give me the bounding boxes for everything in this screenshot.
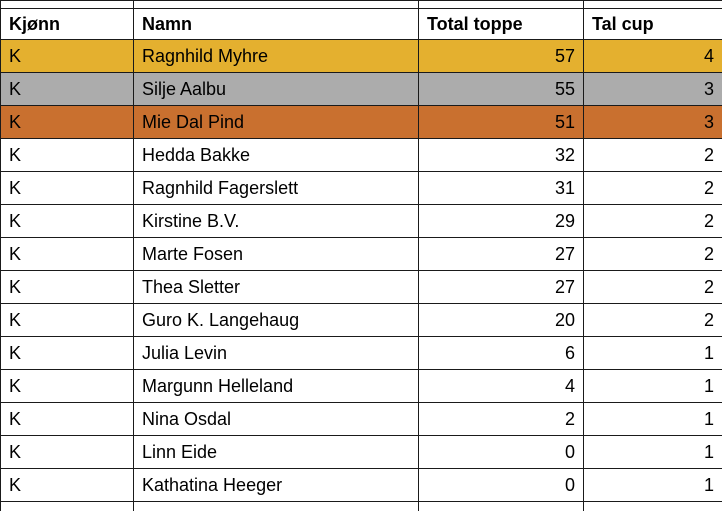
empty-cell — [583, 501, 722, 511]
cell-kjonn[interactable]: K — [0, 402, 134, 436]
empty-cell — [0, 0, 134, 9]
cell-total[interactable]: 2 — [418, 402, 584, 436]
cell-cup[interactable]: 4 — [583, 39, 722, 73]
cell-total[interactable]: 6 — [418, 336, 584, 370]
cell-cup[interactable]: 1 — [583, 435, 722, 469]
cell-cup[interactable]: 2 — [583, 237, 722, 271]
cell-kjonn[interactable]: K — [0, 336, 134, 370]
cell-total[interactable]: 51 — [418, 105, 584, 139]
cell-namn[interactable]: Guro K. Langehaug — [133, 303, 419, 337]
table-row: K Thea Sletter 27 2 — [0, 270, 722, 304]
cell-kjonn[interactable]: K — [0, 435, 134, 469]
table-row: K Silje Aalbu 55 3 — [0, 72, 722, 106]
cell-total[interactable]: 27 — [418, 237, 584, 271]
cell-total[interactable]: 29 — [418, 204, 584, 238]
cell-kjonn[interactable]: K — [0, 171, 134, 205]
header-row: Kjønn Namn Total toppe Tal cup — [0, 8, 722, 40]
cell-total[interactable]: 32 — [418, 138, 584, 172]
table-row: K Nina Osdal 2 1 — [0, 402, 722, 436]
cell-cup[interactable]: 2 — [583, 138, 722, 172]
cell-total[interactable]: 4 — [418, 369, 584, 403]
cell-cup[interactable]: 2 — [583, 204, 722, 238]
cell-kjonn[interactable]: K — [0, 270, 134, 304]
table-row: K Ragnhild Myhre 57 4 — [0, 39, 722, 73]
cell-cup[interactable]: 2 — [583, 171, 722, 205]
cell-namn[interactable]: Julia Levin — [133, 336, 419, 370]
empty-cell — [418, 501, 584, 511]
table-row: K Julia Levin 6 1 — [0, 336, 722, 370]
cell-kjonn[interactable]: K — [0, 204, 134, 238]
cell-kjonn[interactable]: K — [0, 105, 134, 139]
table-row: K Hedda Bakke 32 2 — [0, 138, 722, 172]
cell-total[interactable]: 27 — [418, 270, 584, 304]
cell-namn[interactable]: Ragnhild Myhre — [133, 39, 419, 73]
cell-namn[interactable]: Hedda Bakke — [133, 138, 419, 172]
cell-namn[interactable]: Mie Dal Pind — [133, 105, 419, 139]
cell-cup[interactable]: 2 — [583, 303, 722, 337]
cell-total[interactable]: 20 — [418, 303, 584, 337]
table-row: K Mie Dal Pind 51 3 — [0, 105, 722, 139]
cell-cup[interactable]: 1 — [583, 336, 722, 370]
table-row: K Kirstine B.V. 29 2 — [0, 204, 722, 238]
cell-total[interactable]: 57 — [418, 39, 584, 73]
cell-namn[interactable]: Ragnhild Fagerslett — [133, 171, 419, 205]
cell-cup[interactable]: 3 — [583, 105, 722, 139]
table-row: K Kathatina Heeger 0 1 — [0, 468, 722, 502]
cell-kjonn[interactable]: K — [0, 369, 134, 403]
cell-kjonn[interactable]: K — [0, 138, 134, 172]
cell-namn[interactable]: Silje Aalbu — [133, 72, 419, 106]
cell-total[interactable]: 55 — [418, 72, 584, 106]
cell-cup[interactable]: 1 — [583, 402, 722, 436]
cell-kjonn[interactable]: K — [0, 72, 134, 106]
table-row: K Margunn Helleland 4 1 — [0, 369, 722, 403]
table-row: K Linn Eide 0 1 — [0, 435, 722, 469]
header-kjonn[interactable]: Kjønn — [0, 8, 134, 40]
cell-total[interactable]: 0 — [418, 468, 584, 502]
cell-cup[interactable]: 3 — [583, 72, 722, 106]
cell-total[interactable]: 31 — [418, 171, 584, 205]
cell-cup[interactable]: 2 — [583, 270, 722, 304]
header-tal-cup[interactable]: Tal cup — [583, 8, 722, 40]
cell-kjonn[interactable]: K — [0, 303, 134, 337]
empty-cell — [0, 501, 134, 511]
cell-namn[interactable]: Kathatina Heeger — [133, 468, 419, 502]
cell-namn[interactable]: Nina Osdal — [133, 402, 419, 436]
header-total-toppe[interactable]: Total toppe — [418, 8, 584, 40]
empty-cell — [133, 501, 419, 511]
cell-cup[interactable]: 1 — [583, 369, 722, 403]
cell-namn[interactable]: Margunn Helleland — [133, 369, 419, 403]
cell-namn[interactable]: Marte Fosen — [133, 237, 419, 271]
cell-namn[interactable]: Thea Sletter — [133, 270, 419, 304]
empty-cell — [133, 0, 419, 9]
table-row: K Marte Fosen 27 2 — [0, 237, 722, 271]
cell-namn[interactable]: Linn Eide — [133, 435, 419, 469]
cell-namn[interactable]: Kirstine B.V. — [133, 204, 419, 238]
empty-cell — [418, 0, 584, 9]
table-row: K Ragnhild Fagerslett 31 2 — [0, 171, 722, 205]
partial-row-top — [0, 0, 722, 9]
cell-kjonn[interactable]: K — [0, 39, 134, 73]
table-footer — [0, 501, 722, 511]
partial-row-bottom — [0, 501, 722, 511]
cell-kjonn[interactable]: K — [0, 468, 134, 502]
cell-kjonn[interactable]: K — [0, 237, 134, 271]
cell-cup[interactable]: 1 — [583, 468, 722, 502]
cell-total[interactable]: 0 — [418, 435, 584, 469]
header-namn[interactable]: Namn — [133, 8, 419, 40]
table-row: K Guro K. Langehaug 20 2 — [0, 303, 722, 337]
empty-cell — [583, 0, 722, 9]
